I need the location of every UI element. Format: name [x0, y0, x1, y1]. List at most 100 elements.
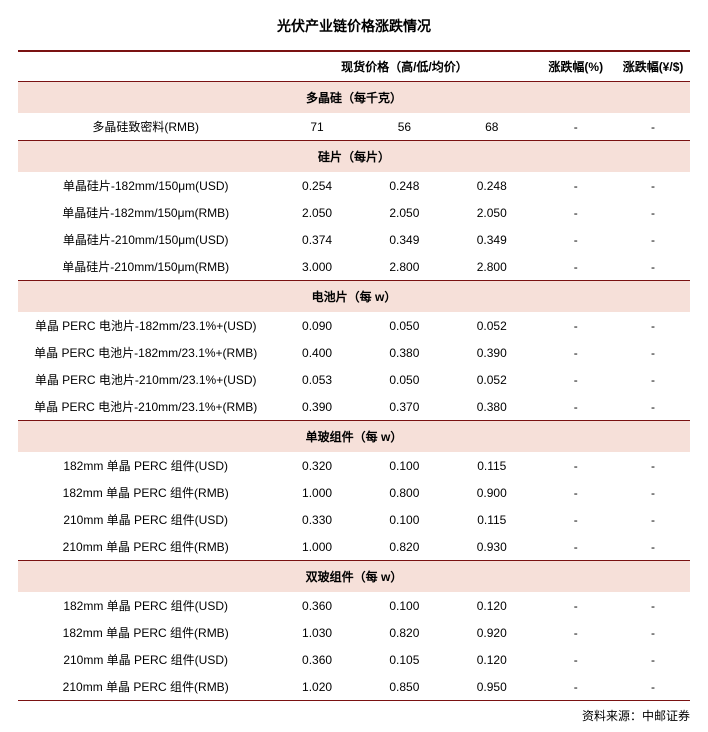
- cell-low: 0.050: [361, 366, 448, 393]
- row-label: 单晶 PERC 电池片-182mm/23.1%+(USD): [18, 312, 273, 339]
- cell-pct: -: [535, 226, 616, 253]
- row-label: 单晶 PERC 电池片-210mm/23.1%+(RMB): [18, 393, 273, 421]
- header-spot-price: 现货价格（高/低/均价）: [273, 51, 535, 82]
- header-pct: 涨跌幅(%): [535, 51, 616, 82]
- cell-high: 1.020: [273, 673, 360, 701]
- cell-pct: -: [535, 339, 616, 366]
- cell-avg: 0.349: [448, 226, 535, 253]
- cell-pct: -: [535, 506, 616, 533]
- cell-high: 0.090: [273, 312, 360, 339]
- row-label: 单晶硅片-210mm/150μm(USD): [18, 226, 273, 253]
- table-row: 多晶硅致密料(RMB)715668--: [18, 113, 690, 141]
- cell-high: 1.030: [273, 619, 360, 646]
- row-label: 单晶硅片-182mm/150μm(RMB): [18, 199, 273, 226]
- cell-low: 56: [361, 113, 448, 141]
- table-row: 182mm 单晶 PERC 组件(RMB)1.0000.8000.900--: [18, 479, 690, 506]
- cell-low: 0.105: [361, 646, 448, 673]
- cell-high: 1.000: [273, 533, 360, 561]
- section-title: 硅片（每片）: [18, 141, 690, 173]
- cell-avg: 0.052: [448, 312, 535, 339]
- cell-avg: 0.120: [448, 592, 535, 619]
- cell-high: 0.360: [273, 592, 360, 619]
- row-label: 单晶硅片-182mm/150μm(USD): [18, 172, 273, 199]
- cell-abs: -: [616, 199, 690, 226]
- cell-pct: -: [535, 366, 616, 393]
- cell-high: 0.374: [273, 226, 360, 253]
- table-row: 210mm 单晶 PERC 组件(RMB)1.0200.8500.950--: [18, 673, 690, 701]
- table-row: 单晶硅片-182mm/150μm(USD)0.2540.2480.248--: [18, 172, 690, 199]
- row-label: 182mm 单晶 PERC 组件(RMB): [18, 479, 273, 506]
- table-row: 210mm 单晶 PERC 组件(RMB)1.0000.8200.930--: [18, 533, 690, 561]
- cell-abs: -: [616, 226, 690, 253]
- cell-high: 1.000: [273, 479, 360, 506]
- cell-avg: 0.390: [448, 339, 535, 366]
- cell-high: 0.360: [273, 646, 360, 673]
- cell-low: 0.370: [361, 393, 448, 421]
- section-title: 电池片（每 w）: [18, 281, 690, 313]
- price-table: 现货价格（高/低/均价） 涨跌幅(%) 涨跌幅(¥/$) 多晶硅（每千克）多晶硅…: [18, 50, 690, 701]
- cell-avg: 0.920: [448, 619, 535, 646]
- cell-low: 0.800: [361, 479, 448, 506]
- cell-high: 0.330: [273, 506, 360, 533]
- table-row: 单晶硅片-210mm/150μm(RMB)3.0002.8002.800--: [18, 253, 690, 281]
- row-label: 多晶硅致密料(RMB): [18, 113, 273, 141]
- source-prefix: 资料来源：: [582, 709, 642, 723]
- cell-abs: -: [616, 592, 690, 619]
- header-blank: [18, 51, 273, 82]
- table-row: 182mm 单晶 PERC 组件(RMB)1.0300.8200.920--: [18, 619, 690, 646]
- page-title: 光伏产业链价格涨跌情况: [18, 10, 690, 50]
- cell-low: 0.100: [361, 506, 448, 533]
- cell-high: 3.000: [273, 253, 360, 281]
- cell-low: 0.820: [361, 619, 448, 646]
- cell-pct: -: [535, 452, 616, 479]
- table-row: 单晶硅片-210mm/150μm(USD)0.3740.3490.349--: [18, 226, 690, 253]
- cell-low: 0.100: [361, 592, 448, 619]
- section-header-row: 多晶硅（每千克）: [18, 82, 690, 114]
- table-row: 单晶 PERC 电池片-182mm/23.1%+(RMB)0.4000.3800…: [18, 339, 690, 366]
- cell-abs: -: [616, 533, 690, 561]
- cell-abs: -: [616, 339, 690, 366]
- table-row: 单晶 PERC 电池片-210mm/23.1%+(USD)0.0530.0500…: [18, 366, 690, 393]
- cell-avg: 0.380: [448, 393, 535, 421]
- cell-high: 2.050: [273, 199, 360, 226]
- cell-low: 0.850: [361, 673, 448, 701]
- cell-pct: -: [535, 646, 616, 673]
- cell-pct: -: [535, 619, 616, 646]
- section-title: 单玻组件（每 w）: [18, 421, 690, 453]
- cell-avg: 2.050: [448, 199, 535, 226]
- cell-avg: 0.248: [448, 172, 535, 199]
- cell-high: 0.254: [273, 172, 360, 199]
- cell-avg: 68: [448, 113, 535, 141]
- cell-avg: 0.900: [448, 479, 535, 506]
- cell-pct: -: [535, 479, 616, 506]
- table-row: 单晶 PERC 电池片-210mm/23.1%+(RMB)0.3900.3700…: [18, 393, 690, 421]
- table-row: 210mm 单晶 PERC 组件(USD)0.3600.1050.120--: [18, 646, 690, 673]
- cell-avg: 0.115: [448, 452, 535, 479]
- cell-abs: -: [616, 312, 690, 339]
- cell-avg: 0.950: [448, 673, 535, 701]
- table-row: 182mm 单晶 PERC 组件(USD)0.3200.1000.115--: [18, 452, 690, 479]
- cell-high: 0.390: [273, 393, 360, 421]
- row-label: 182mm 单晶 PERC 组件(USD): [18, 592, 273, 619]
- cell-pct: -: [535, 199, 616, 226]
- cell-pct: -: [535, 393, 616, 421]
- cell-abs: -: [616, 619, 690, 646]
- cell-low: 0.100: [361, 452, 448, 479]
- row-label: 单晶硅片-210mm/150μm(RMB): [18, 253, 273, 281]
- cell-avg: 0.052: [448, 366, 535, 393]
- table-header-row: 现货价格（高/低/均价） 涨跌幅(%) 涨跌幅(¥/$): [18, 51, 690, 82]
- table-row: 182mm 单晶 PERC 组件(USD)0.3600.1000.120--: [18, 592, 690, 619]
- cell-abs: -: [616, 506, 690, 533]
- row-label: 210mm 单晶 PERC 组件(USD): [18, 506, 273, 533]
- cell-low: 0.349: [361, 226, 448, 253]
- cell-pct: -: [535, 312, 616, 339]
- section-header-row: 电池片（每 w）: [18, 281, 690, 313]
- cell-avg: 0.115: [448, 506, 535, 533]
- cell-avg: 0.930: [448, 533, 535, 561]
- cell-abs: -: [616, 452, 690, 479]
- cell-high: 71: [273, 113, 360, 141]
- table-row: 210mm 单晶 PERC 组件(USD)0.3300.1000.115--: [18, 506, 690, 533]
- cell-avg: 2.800: [448, 253, 535, 281]
- cell-low: 0.248: [361, 172, 448, 199]
- cell-pct: -: [535, 113, 616, 141]
